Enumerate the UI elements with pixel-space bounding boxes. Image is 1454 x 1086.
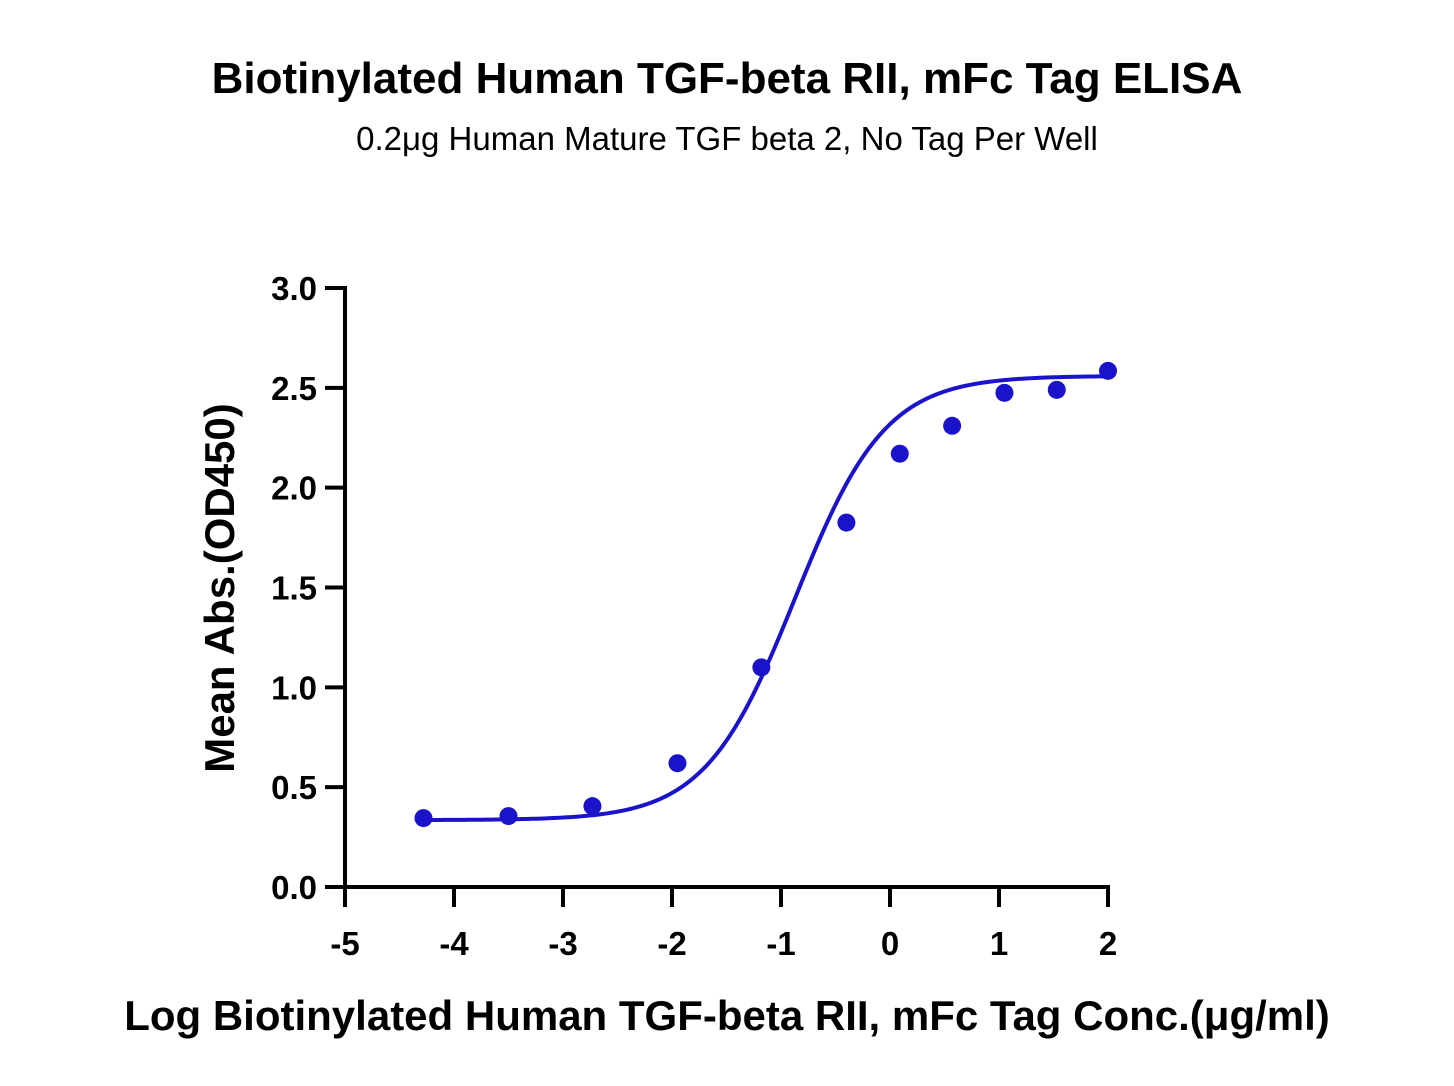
data-point [752, 658, 771, 677]
data-point [414, 809, 433, 828]
x-axis-title: Log Biotinylated Human TGF-beta RII, mFc… [124, 992, 1330, 1039]
y-axis-ticks: 0.0 0.5 1.0 1.5 2.0 2.5 3.0 [271, 270, 345, 906]
x-axis-ticks: -5 -4 -3 -2 -1 0 1 2 [330, 887, 1117, 962]
y-tick-label: 0.0 [271, 869, 317, 906]
data-point [583, 797, 602, 816]
fit-curve [423, 374, 1109, 822]
data-points [414, 361, 1117, 828]
chart-subtitle: 0.2μg Human Mature TGF beta 2, No Tag Pe… [356, 120, 1098, 157]
x-tick-label: -2 [657, 925, 686, 962]
y-tick-label: 0.5 [271, 769, 317, 806]
data-point [995, 383, 1014, 402]
y-axis-title: Mean Abs.(OD450) [196, 403, 243, 773]
data-point [499, 807, 518, 826]
x-tick-label: 0 [881, 925, 899, 962]
data-point [837, 513, 856, 532]
y-tick-label: 2.0 [271, 470, 317, 507]
y-tick-label: 1.5 [271, 570, 317, 607]
x-tick-label: -3 [548, 925, 577, 962]
x-tick-label: -4 [439, 925, 469, 962]
data-point [943, 416, 962, 435]
chart-title: Biotinylated Human TGF-beta RII, mFc Tag… [212, 54, 1243, 103]
y-tick-label: 2.5 [271, 370, 317, 407]
data-point [1047, 380, 1066, 399]
data-point [890, 444, 909, 463]
data-point [668, 754, 687, 773]
y-tick-label: 1.0 [271, 669, 317, 706]
data-point [1099, 361, 1117, 380]
x-tick-label: 2 [1099, 925, 1117, 962]
x-tick-label: -5 [330, 925, 359, 962]
x-tick-label: -1 [766, 925, 795, 962]
y-tick-label: 3.0 [271, 270, 317, 307]
x-tick-label: 1 [990, 925, 1008, 962]
